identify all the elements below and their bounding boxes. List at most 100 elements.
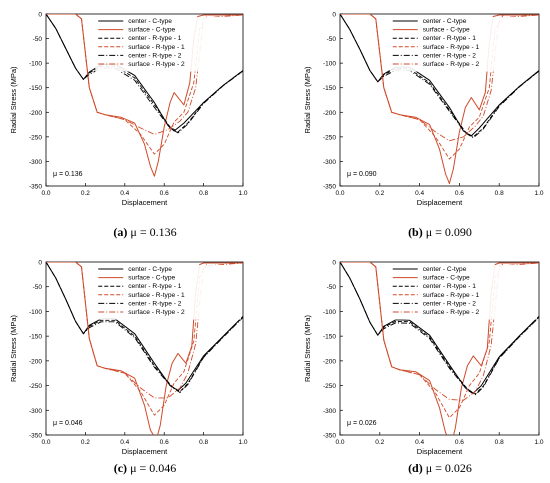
x-tick-label: 0.4 (415, 439, 424, 446)
series-line-surface-r-type-2 (340, 262, 539, 401)
y-tick-label: -200 (29, 110, 42, 117)
x-tick-label: 0.6 (455, 439, 464, 446)
legend-entry: center - R-type - 2 (423, 300, 476, 307)
x-tick-label: 0.4 (415, 190, 424, 197)
series-line-surface-r-type-2 (340, 14, 539, 142)
y-tick-label: -100 (29, 309, 42, 316)
mu-annotation: μ = 0.046 (53, 420, 83, 427)
y-axis-label: Radial Stress (MPa) (303, 66, 312, 134)
y-tick-label: -50 (327, 284, 337, 291)
mu-annotation: μ = 0.090 (347, 171, 377, 178)
series-line-center-r-type-1 (340, 262, 539, 395)
y-tick-label: -50 (33, 36, 43, 43)
legend-entry: center - R-type - 1 (423, 283, 476, 290)
x-tick-label: 0.8 (495, 190, 504, 197)
series-line-center-r-type-1 (46, 262, 243, 392)
legend-entry: surface - C-type (128, 275, 175, 282)
y-tick-label: -150 (29, 334, 42, 341)
x-axis-label: Displacement (122, 447, 168, 456)
x-tick-label: 0.0 (41, 190, 50, 197)
y-tick-label: -350 (29, 184, 42, 191)
y-tick-label: -300 (29, 159, 42, 166)
caption-value: μ = 0.136 (127, 225, 176, 239)
series-line-center-r-type-2 (340, 14, 539, 139)
x-tick-label: 0.6 (160, 190, 169, 197)
y-axis-label: Radial Stress (MPa) (9, 66, 18, 134)
series-line-center-r-type-1 (340, 14, 539, 138)
legend-entry: surface - R-type - 1 (423, 44, 480, 51)
x-tick-label: 1.0 (238, 439, 247, 446)
y-tick-label: 0 (332, 260, 336, 267)
y-tick-label: -250 (323, 383, 336, 390)
caption-value: μ = 0.090 (423, 225, 472, 239)
legend-entry: surface - C-type (423, 275, 470, 282)
legend-entry: center - R-type - 1 (423, 35, 476, 42)
y-tick-label: 0 (332, 12, 336, 19)
panel-caption: (a) μ = 0.136 (113, 225, 176, 239)
x-tick-label: 0.6 (160, 439, 169, 446)
legend-entry: center - R-type - 1 (128, 35, 181, 42)
y-tick-label: -100 (323, 61, 336, 68)
y-tick-label: -100 (29, 61, 42, 68)
y-tick-label: -150 (323, 85, 336, 92)
y-tick-label: -200 (323, 358, 336, 365)
x-tick-label: 0.2 (81, 190, 90, 197)
legend-entry: surface - C-type (128, 27, 175, 34)
caption-letter: (d) (408, 461, 423, 475)
legend-entry: center - C-type (423, 266, 467, 273)
y-tick-label: -200 (29, 358, 42, 365)
series-line-surface-r-type-1 (46, 262, 243, 416)
legend-entry: center - R-type - 1 (128, 283, 181, 290)
caption-value: μ = 0.046 (127, 461, 176, 475)
y-tick-label: -250 (29, 383, 42, 390)
panel-caption: (c) μ = 0.046 (114, 461, 177, 475)
caption-letter: (b) (408, 225, 423, 239)
x-axis-label: Displacement (417, 447, 463, 456)
legend-box (95, 265, 241, 320)
legend-entry: surface - C-type (423, 27, 470, 34)
y-tick-label: -50 (33, 284, 43, 291)
x-tick-label: 0.6 (455, 190, 464, 197)
series-line-center-r-type-2 (46, 262, 243, 393)
series-line-center-r-type-1 (46, 14, 243, 133)
x-tick-label: 0.8 (199, 190, 208, 197)
x-tick-label: 0.2 (375, 190, 384, 197)
y-tick-label: -250 (29, 134, 42, 141)
y-tick-label: -350 (323, 433, 336, 440)
legend-entry: surface - R-type - 2 (128, 309, 185, 316)
legend-entry: surface - R-type - 2 (128, 61, 185, 68)
caption-letter: (a) (113, 225, 127, 239)
series-line-surface-r-type-1 (46, 14, 243, 155)
series-line-surface-r-type-2 (46, 262, 243, 399)
x-tick-label: 0.8 (199, 439, 208, 446)
x-tick-label: 0.4 (120, 439, 129, 446)
series-line-center-r-type-2 (340, 262, 539, 396)
y-tick-label: 0 (38, 260, 42, 267)
y-tick-label: -250 (323, 134, 336, 141)
x-tick-label: 1.0 (238, 190, 247, 197)
y-tick-label: -350 (29, 433, 42, 440)
legend-entry: center - R-type - 2 (128, 300, 181, 307)
panel-caption: (d) μ = 0.026 (408, 461, 472, 475)
series-group (340, 14, 539, 184)
x-tick-label: 0.0 (335, 190, 344, 197)
legend-entry: center - R-type - 2 (423, 52, 476, 59)
x-axis-label: Displacement (417, 198, 463, 207)
x-tick-label: 0.0 (41, 439, 50, 446)
x-axis-label: Displacement (122, 198, 168, 207)
y-tick-label: -300 (323, 159, 336, 166)
x-tick-label: 0.0 (335, 439, 344, 446)
legend-entry: surface - R-type - 1 (128, 292, 185, 299)
legend-entry: center - C-type (128, 266, 172, 273)
y-tick-label: 0 (38, 12, 42, 19)
legend-entry: center - C-type (423, 18, 467, 25)
legend-box (389, 17, 537, 72)
mu-annotation: μ = 0.026 (347, 420, 377, 427)
